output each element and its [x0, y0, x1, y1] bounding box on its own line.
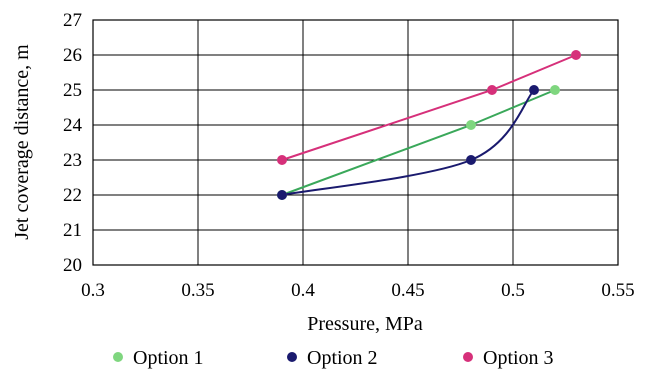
y-axis-title: Jet coverage distance, m: [11, 44, 33, 240]
data-point-option-3: [277, 155, 287, 165]
y-tick-label: 23: [63, 150, 82, 171]
series-line-option-1: [281, 89, 556, 196]
y-tick-label: 27: [63, 10, 82, 31]
x-tick-label: 0.4: [291, 280, 315, 301]
y-tick-label: 22: [63, 185, 82, 206]
series-line-option-3: [281, 54, 577, 161]
x-tick-label: 0.45: [391, 280, 424, 301]
plot-frame: [92, 19, 619, 266]
x-tick-labels: 0.3 0.35 0.4 0.45 0.5 0.55: [81, 280, 635, 301]
legend-label-option-3: Option 3: [483, 347, 554, 369]
y-tick-label: 24: [63, 115, 83, 136]
y-tick-label: 25: [63, 80, 82, 101]
legend-label-option-2: Option 2: [307, 347, 378, 369]
legend-swatch-option-2: [287, 352, 297, 362]
x-tick-label: 0.35: [181, 280, 214, 301]
y-tick-label: 21: [63, 220, 82, 241]
x-tick-label: 0.5: [501, 280, 525, 301]
data-point-option-3: [487, 85, 497, 95]
data-point-option-3: [571, 50, 581, 60]
x-axis-title: Pressure, MPa: [307, 313, 423, 335]
legend: Option 1 Option 2 Option 3: [113, 347, 554, 369]
x-tick-label: 0.3: [81, 280, 105, 301]
y-tick-label: 20: [63, 255, 82, 276]
grid-lines: [92, 19, 619, 266]
data-point-option-2: [529, 85, 539, 95]
series-line-option-2: [281, 89, 535, 196]
data-point-option-2: [277, 190, 287, 200]
x-tick-label: 0.55: [601, 280, 634, 301]
y-tick-labels: 20 21 22 23 24 25 26 27: [63, 10, 83, 276]
data-point-option-1: [466, 120, 476, 130]
data-point-option-2: [466, 155, 476, 165]
legend-swatch-option-1: [113, 352, 123, 362]
data-point-option-1: [550, 85, 560, 95]
legend-label-option-1: Option 1: [133, 347, 204, 369]
plot-border: [92, 19, 619, 266]
series-markers: [277, 50, 581, 200]
y-tick-label: 26: [63, 45, 82, 66]
legend-swatch-option-3: [463, 352, 473, 362]
